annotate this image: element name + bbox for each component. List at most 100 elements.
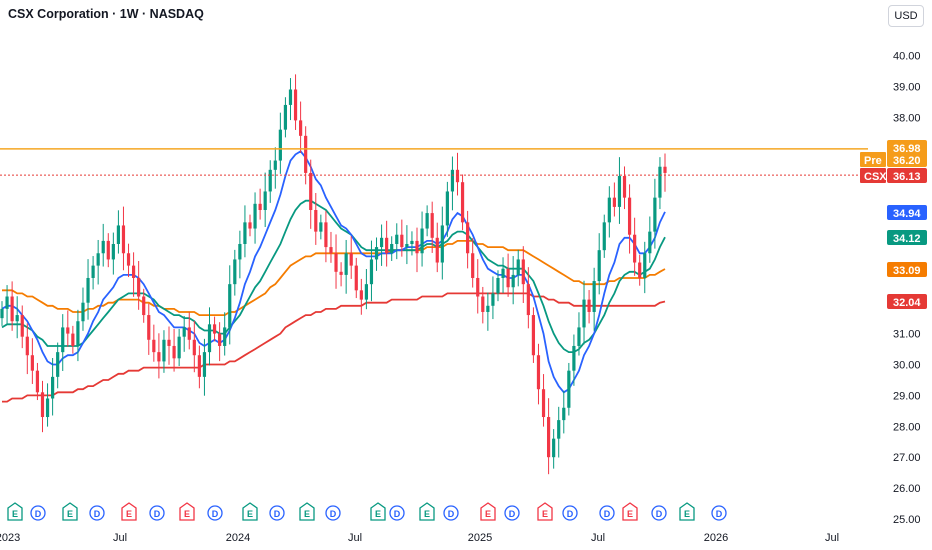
candle-body [546,417,551,458]
event-label: D [330,509,337,519]
event-label: D [656,509,663,519]
candle-body [531,315,536,356]
candle-body [658,166,662,198]
candle-body [653,197,657,232]
dividend-icon [504,505,520,521]
candle-body [445,191,449,226]
currency-selector[interactable]: USD [888,5,924,27]
candle-body [638,262,642,278]
candle-body [71,333,75,346]
y-tick-label: 31.00 [893,329,921,341]
price-badge [887,205,927,220]
price-badge [887,230,927,245]
candle-body [172,345,176,359]
candle-body [592,281,596,312]
candle-body [329,247,333,254]
candle-body [91,265,95,278]
candle-body [562,407,566,421]
event-label: E [184,509,190,519]
candle-body [516,259,520,275]
candle-body [202,352,207,377]
x-axis: 2023 Jul 2024 Jul 2025 Jul 2026 Jul [0,532,839,544]
event-label: E [542,509,548,519]
candle-body [344,253,348,275]
ema-fast-line [1,150,666,394]
candle-body [339,271,343,275]
dividend-icon [30,505,46,521]
candle-body [45,398,50,418]
ema-200-line [2,292,666,403]
candle-body [410,240,414,244]
event-label: E [627,509,633,519]
candle-body [430,213,434,238]
candle-body [471,253,475,278]
price-badge-prefix [860,152,886,167]
candle-body [415,240,419,254]
candle-body [324,222,328,248]
dividend-icon [207,505,223,521]
candle-body [233,259,237,285]
candle-body [268,169,272,192]
earnings-icon [370,502,386,521]
y-tick-label: 28.00 [893,421,921,433]
event-label: D [509,509,516,519]
event-label: E [485,509,491,519]
candle-body [182,327,186,337]
candle-body [481,296,485,312]
candle-body [299,120,303,136]
candle-body [491,293,495,306]
event-label: E [12,509,18,519]
candle-body [121,225,126,254]
price-badge [887,152,927,167]
candle-body [157,352,161,362]
y-tick-label: 38.00 [893,112,921,124]
candle-body [309,172,313,210]
x-tick-label: 2024 [226,532,250,544]
candle-body [126,253,131,266]
earnings-icon [480,502,496,521]
x-tick-label: 2025 [468,532,492,544]
candle-body [521,259,525,285]
candle-body [212,324,217,334]
event-label: D [274,509,281,519]
candle-body [197,355,201,377]
price-badge [887,140,927,155]
y-tick-label: 39.00 [893,81,921,93]
price-badge-prefix [860,168,886,183]
event-label: D [567,509,574,519]
candle-body [288,89,293,105]
dividend-icon [562,505,578,521]
candle-body [187,327,191,340]
event-label: D [716,509,723,519]
candle-body [364,284,368,300]
candle-body [293,89,298,121]
candle-body [76,321,80,346]
candle-body [0,308,4,319]
candle-body [643,253,647,278]
candle-body [476,277,480,297]
candle-body [20,315,24,337]
event-label: D [212,509,219,519]
candle-body [374,247,379,260]
candle-body [501,268,505,278]
y-axis: 40.0039.0038.0037.0036.0035.0034.0033.00… [893,51,921,527]
candle-body [253,203,257,229]
candle-body [30,355,34,371]
candle-body [400,234,404,248]
candle-body [455,169,460,183]
price-badge-value: 32.04 [893,297,921,309]
candle-body [395,234,399,244]
candle-body [35,370,40,393]
candle-body [86,277,90,303]
candle-body [207,324,212,353]
candle-body [552,438,556,458]
earnings-icon [537,502,553,521]
candle-body [390,243,394,254]
candle-body [582,299,586,328]
event-label: E [67,509,73,519]
candle-body [648,231,652,254]
candle-body [167,339,171,346]
candle-body [283,104,288,130]
